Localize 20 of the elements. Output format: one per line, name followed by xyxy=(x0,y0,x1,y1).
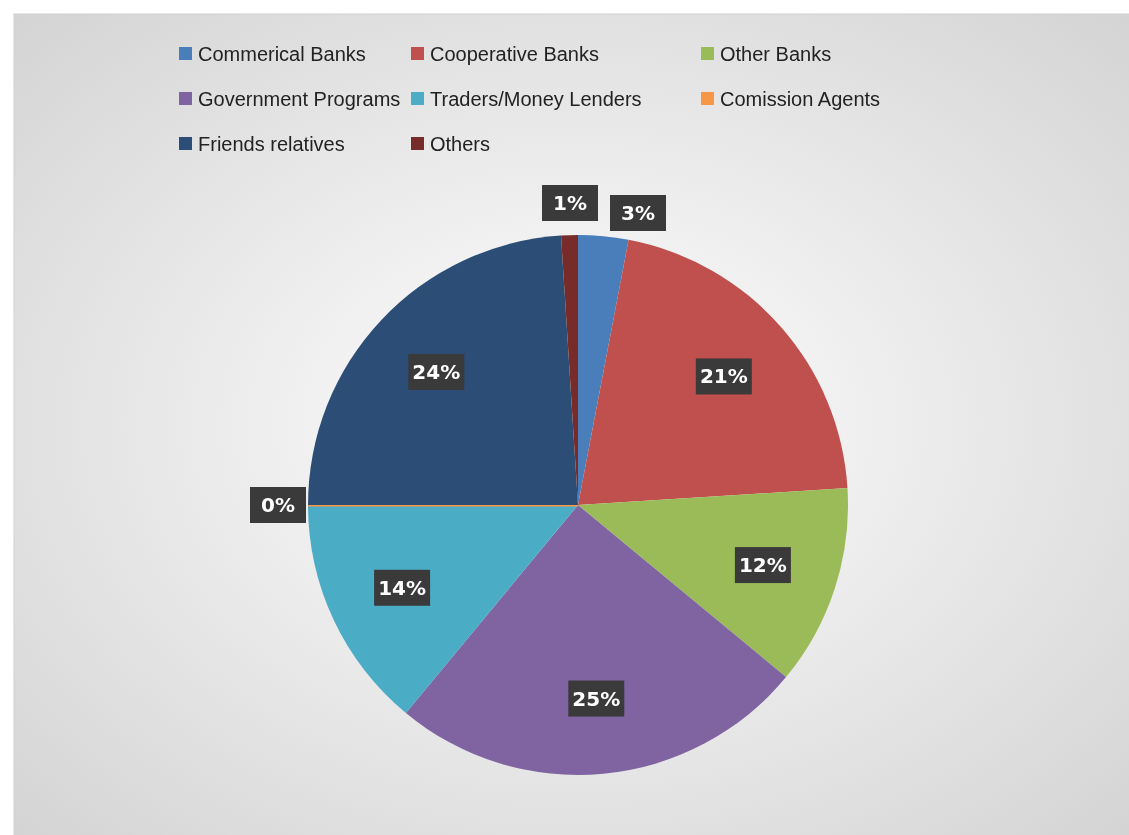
data-label: 3% xyxy=(621,201,655,225)
pie-slice xyxy=(578,235,629,505)
legend-label: Government Programs xyxy=(198,88,401,110)
pie-slice xyxy=(578,239,848,505)
data-label: 25% xyxy=(572,686,621,711)
data-label: 1% xyxy=(553,191,587,215)
text: 0% xyxy=(261,493,295,517)
legend-label: Other Banks xyxy=(720,43,832,65)
pie-slice xyxy=(578,488,848,678)
pie-slice xyxy=(308,235,578,505)
data-label: 14% xyxy=(378,575,427,600)
data-label: 21% xyxy=(699,364,748,389)
data-label: 12% xyxy=(738,553,787,578)
legend-label: Commerical Banks xyxy=(198,43,366,65)
legend-label: Others xyxy=(430,133,491,155)
data-label: 24% xyxy=(412,359,461,384)
legend-label: Friends relatives xyxy=(198,133,345,155)
legend-label: Cooperative Banks xyxy=(430,43,599,65)
legend-label: Comission Agents xyxy=(720,88,881,110)
legend-label: Traders/Money Lenders xyxy=(430,88,642,110)
